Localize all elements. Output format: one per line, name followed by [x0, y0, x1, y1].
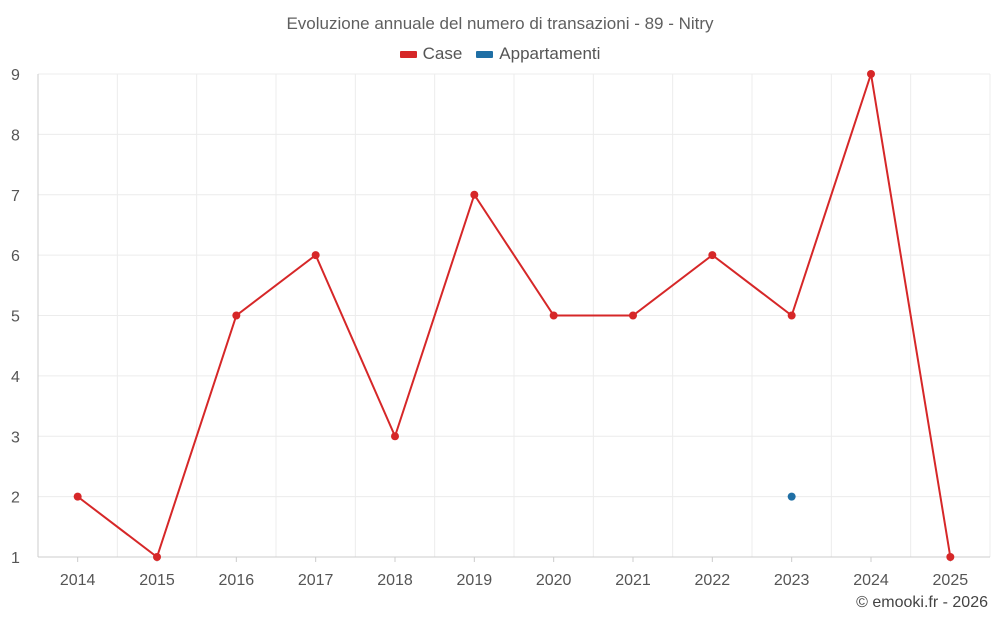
x-tick-label: 2024 — [853, 572, 889, 589]
legend-item-appartamenti[interactable]: Appartamenti — [476, 44, 600, 64]
x-tick-label: 2020 — [536, 572, 572, 589]
data-point-appartamenti-2023[interactable] — [787, 492, 796, 501]
series-line-case — [77, 73, 952, 559]
x-tick-label: 2021 — [615, 572, 651, 589]
x-tick-label: 2015 — [139, 572, 175, 589]
x-tick-label: 2016 — [219, 572, 255, 589]
data-point-case-2019[interactable] — [470, 190, 479, 199]
y-tick-label: 3 — [11, 429, 20, 446]
legend-label-appartamenti: Appartamenti — [499, 44, 601, 63]
y-tick-label: 2 — [11, 490, 20, 507]
legend-swatch-case — [399, 50, 417, 58]
data-point-case-2021[interactable] — [629, 311, 637, 320]
legend-item-case[interactable]: Case — [399, 44, 463, 64]
y-tick-label: 1 — [11, 550, 20, 567]
legend-label-case: Case — [422, 44, 463, 63]
x-tick-label: 2025 — [933, 572, 969, 589]
y-tick-label: 8 — [11, 127, 20, 144]
chart-title: Evoluzione annuale del numero di transaz… — [286, 14, 714, 33]
y-tick-label: 4 — [11, 369, 20, 386]
data-point-case-2020[interactable] — [549, 311, 558, 320]
y-tick-label: 9 — [11, 67, 20, 84]
data-point-case-2018[interactable] — [391, 432, 399, 441]
data-point-case-2022[interactable] — [708, 251, 717, 260]
x-tick-label: 2017 — [298, 572, 334, 589]
data-point-case-2024[interactable] — [867, 70, 875, 78]
copyright-credit: © emooki.fr - 2026 — [856, 594, 988, 611]
data-point-case-2015[interactable] — [153, 553, 161, 561]
x-tick-label: 2023 — [774, 572, 810, 589]
legend: Case Appartamenti — [0, 44, 1000, 64]
x-tick-label: 2014 — [60, 572, 96, 589]
x-tick-label: 2018 — [377, 572, 413, 589]
x-tick-label: 2019 — [457, 572, 493, 589]
y-tick-label: 5 — [11, 309, 20, 326]
legend-swatch-appartamenti — [476, 50, 494, 58]
data-point-case-2025[interactable] — [946, 553, 955, 561]
data-point-case-2016[interactable] — [232, 311, 241, 320]
data-point-case-2017[interactable] — [311, 251, 320, 260]
y-tick-label: 7 — [11, 188, 20, 205]
y-tick-label: 6 — [11, 248, 20, 265]
data-point-case-2014[interactable] — [73, 492, 82, 501]
data-point-case-2023[interactable] — [787, 311, 796, 320]
x-tick-label: 2022 — [695, 572, 731, 589]
